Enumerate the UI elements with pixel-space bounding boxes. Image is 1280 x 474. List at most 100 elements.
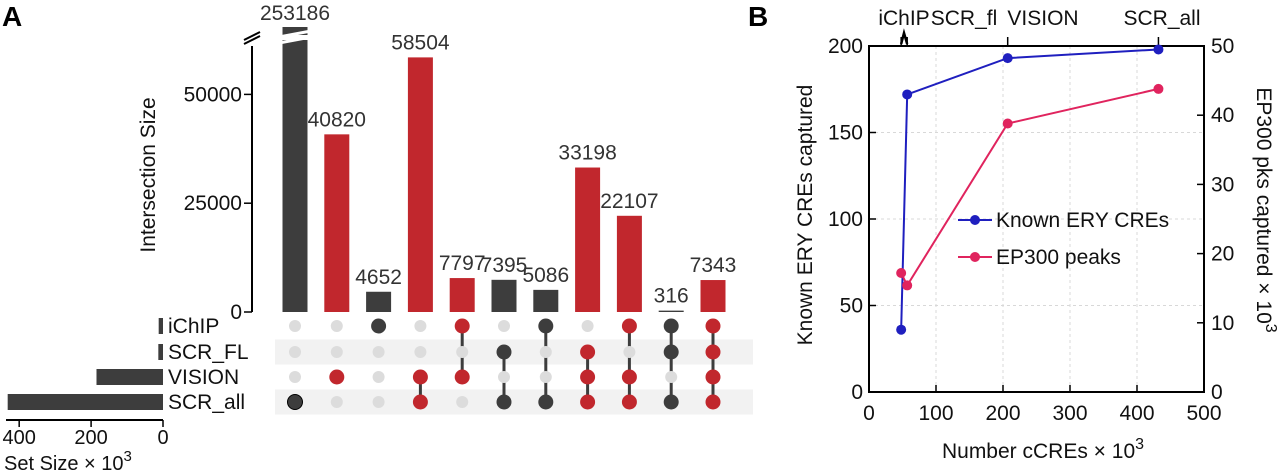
matrix-dot-inactive	[289, 320, 301, 332]
set-name-label: iChIP	[168, 315, 219, 338]
matrix-dot-active	[287, 394, 303, 410]
matrix-dot-active	[663, 394, 679, 410]
matrix-dot-active	[412, 369, 428, 385]
matrix-dot-active	[371, 318, 387, 334]
set-size-axis-label: Set Size × 103	[4, 448, 132, 474]
matrix-dot-active	[705, 369, 721, 385]
intersection-bar	[616, 215, 642, 312]
upset-y-axis-label: Intersection Size	[137, 97, 160, 252]
set-size-bar	[158, 318, 163, 334]
matrix-dot-active	[538, 318, 554, 334]
axis-break-mark	[243, 31, 261, 41]
series-point	[896, 324, 907, 335]
intersection-value-label: 5086	[522, 264, 569, 287]
y-tick-label: 100	[828, 208, 863, 231]
y2-tick-label: 50	[1211, 35, 1234, 58]
matrix-dot-inactive	[330, 346, 343, 358]
top-axis-bracket	[899, 28, 909, 45]
matrix-dot-active	[663, 344, 679, 360]
set-name-label: VISION	[168, 366, 239, 389]
bar-break-line	[278, 35, 312, 45]
legend-marker	[970, 215, 980, 225]
x-tick-label: 100	[918, 402, 953, 425]
matrix-dot-active	[496, 394, 512, 410]
series-point	[1002, 53, 1013, 64]
set-size-bar	[96, 369, 163, 385]
matrix-dot-inactive	[289, 346, 301, 358]
y-axis-label: Known ERY CREs captured	[794, 85, 817, 346]
upset-plot: 0 25000 50000 Intersection Size 253186 40820 4…	[3, 2, 753, 474]
set-size-tick-label: 400	[3, 427, 36, 449]
series-point	[896, 267, 907, 278]
intersection-value-label: 7343	[690, 254, 737, 277]
matrix-dot-active	[580, 369, 596, 385]
intersection-bar	[575, 167, 601, 312]
matrix-dot-inactive	[414, 346, 427, 358]
matrix-dot-active	[705, 394, 721, 410]
intersection-bar	[700, 280, 726, 312]
y-tick-label: 50	[840, 295, 863, 318]
y2-tick-label: 0	[1211, 381, 1223, 404]
y2-axis-label-exponent: 3	[1262, 324, 1279, 333]
intersection-bar	[324, 134, 350, 312]
matrix-dot-inactive	[623, 346, 636, 358]
set-name-label: SCR_FL	[168, 341, 249, 364]
intersection-value-label: 7797	[439, 252, 486, 275]
series-point	[902, 280, 913, 291]
intersection-bar	[366, 291, 392, 312]
matrix-dot-inactive	[414, 320, 427, 332]
series-point	[1153, 83, 1164, 94]
matrix-dot-inactive	[539, 346, 552, 358]
series-point	[1002, 118, 1013, 129]
set-size-tick-label: 200	[74, 427, 107, 449]
series-point	[902, 89, 913, 100]
matrix-dot-active	[580, 394, 596, 410]
matrix-dot-inactive	[498, 371, 510, 383]
y2-tick-label: 20	[1211, 243, 1234, 266]
matrix-dot-active	[621, 318, 637, 334]
series-point	[1153, 44, 1164, 55]
matrix-dot-inactive	[372, 371, 385, 383]
matrix-dot-active	[329, 369, 345, 385]
y-tick-label: 0	[851, 381, 863, 404]
axis-break-mark	[243, 35, 261, 45]
matrix-dot-active	[621, 394, 637, 410]
top-axis-label: SCR_fl	[931, 7, 998, 30]
matrix-row-stripe	[275, 389, 753, 415]
matrix-dot-active	[496, 344, 512, 360]
matrix-dot-inactive	[372, 396, 385, 408]
x-tick-label: 400	[1119, 402, 1154, 425]
y2-tick-label: 30	[1211, 173, 1234, 196]
matrix-dot-active	[621, 369, 637, 385]
matrix-dot-inactive	[330, 320, 343, 332]
y2-tick-label: 40	[1211, 104, 1234, 127]
matrix-dot-active	[705, 344, 721, 360]
x-tick-label: 500	[1186, 402, 1221, 425]
matrix-dot-active	[454, 369, 470, 385]
legend-marker	[970, 252, 980, 262]
intersection-value-label: 40820	[308, 108, 366, 131]
y2-tick-label: 10	[1211, 312, 1234, 335]
matrix-row-stripe	[275, 339, 753, 365]
legend-label: Known ERY CREs	[996, 209, 1169, 232]
intersection-bar	[533, 289, 559, 312]
top-axis-label: VISION	[1007, 7, 1078, 30]
top-axis-label: iChIP	[878, 7, 929, 30]
matrix-dot-inactive	[539, 371, 552, 383]
intersection-value-label: 58504	[391, 31, 450, 54]
y-tick-label: 200	[828, 35, 863, 58]
matrix-dot-inactive	[581, 320, 594, 332]
matrix-dot-active	[705, 318, 721, 334]
matrix-dot-active	[580, 344, 596, 360]
intersection-value-label: 4652	[355, 266, 402, 289]
matrix-dot-inactive	[498, 320, 510, 332]
y-tick-label: 150	[828, 122, 863, 145]
intersection-bar	[658, 310, 684, 312]
x-axis-label: Number cCREs × 103	[942, 436, 1144, 463]
set-size-exponent: 3	[124, 448, 132, 465]
matrix-dot-active	[412, 394, 428, 410]
series-line-ep300-peaks	[900, 87, 1159, 288]
matrix-dot-active	[538, 394, 554, 410]
